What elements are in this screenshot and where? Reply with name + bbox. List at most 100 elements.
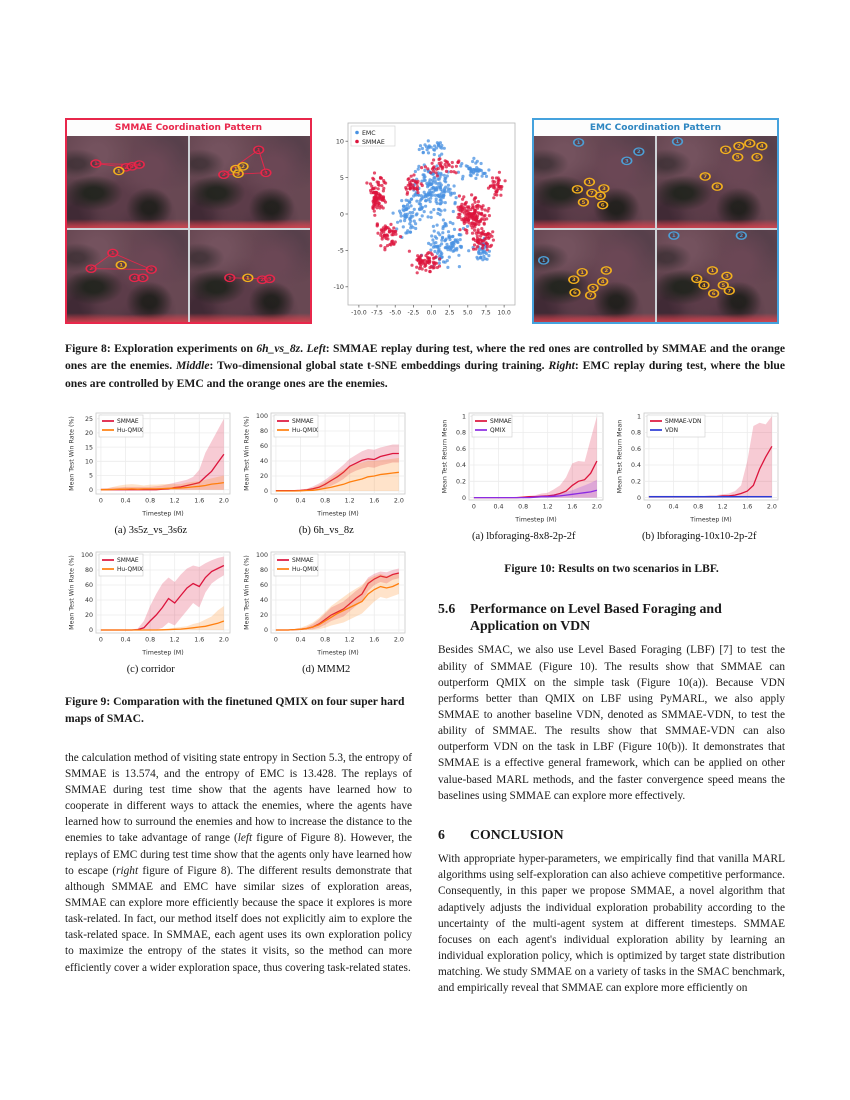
svg-text:Timestep (M): Timestep (M) <box>317 650 359 657</box>
svg-text:0.4: 0.4 <box>296 498 306 505</box>
svg-text:10.0: 10.0 <box>497 310 511 317</box>
svg-text:SMMAE: SMMAE <box>362 139 385 146</box>
svg-text:0.4: 0.4 <box>493 504 503 511</box>
svg-text:5: 5 <box>721 283 725 288</box>
svg-text:2: 2 <box>260 278 264 283</box>
svg-text:SMMAE: SMMAE <box>490 419 512 425</box>
svg-text:-7.5: -7.5 <box>371 310 383 317</box>
chart-corridor: 0 20 40 60 80 100 0 0.4 0.8 1.2 1.6 2.0 Timestep (M)… <box>68 551 231 657</box>
svg-text:Timestep (M): Timestep (M) <box>317 511 359 518</box>
svg-text:1: 1 <box>94 162 98 167</box>
svg-text:3: 3 <box>747 141 751 146</box>
svg-text:1: 1 <box>637 414 641 421</box>
section-number: 6 <box>438 826 445 842</box>
section-5-6-body: Besides SMAC, we also use Level Based Fo… <box>438 644 785 802</box>
svg-text:1: 1 <box>723 148 727 153</box>
svg-text:6: 6 <box>711 292 715 297</box>
svg-text:20: 20 <box>85 612 93 619</box>
svg-text:60: 60 <box>260 582 268 589</box>
smmae-pattern-title: SMMAE Coordination Pattern <box>67 120 310 136</box>
svg-text:0.8: 0.8 <box>145 637 155 644</box>
svg-text:-2.5: -2.5 <box>407 310 419 317</box>
svg-text:Hu-QMIX: Hu-QMIX <box>117 428 143 434</box>
subcaption-lbf-b: (b) lbforaging-10x10-2p-2f <box>641 531 757 543</box>
svg-text:Timestep (M): Timestep (M) <box>690 517 732 524</box>
chart-mmm2: 0 20 40 60 80 100 0 0.4 0.8 1.2 1.6 2.0 Timestep (M)… <box>244 551 406 657</box>
emc-pattern-title: EMC Coordination Pattern <box>534 120 777 136</box>
svg-text:2.0: 2.0 <box>592 504 602 511</box>
svg-text:SMMAE-VDN: SMMAE-VDN <box>665 419 701 425</box>
svg-text:10: 10 <box>336 138 344 146</box>
svg-text:0: 0 <box>462 495 466 502</box>
agent-markers-overlay: 12 3 41 <box>90 159 145 176</box>
svg-text:0.4: 0.4 <box>120 637 130 644</box>
svg-text:0.8: 0.8 <box>456 430 466 437</box>
svg-text:5: 5 <box>141 276 145 281</box>
agent-markers-overlay: 1 2 3 4 5 1 <box>85 248 158 283</box>
svg-text:2.0: 2.0 <box>394 637 404 644</box>
figure10-subplot-b: 0 0.2 0.4 0.6 0.8 1 0 0.4 0.8 1.2 1.6 2.0 Timestep (… <box>614 406 786 551</box>
figure9: 0 5 10 15 20 25 0 0.4 0.8 1.2 1.6 2.0 Timestep (M) Me… <box>65 406 412 684</box>
svg-text:-10: -10 <box>334 283 344 291</box>
emc-replay-screenshot: 1 2 3 4 5 6 7 1 <box>534 230 655 322</box>
svg-text:0.4: 0.4 <box>669 504 679 511</box>
svg-text:0.8: 0.8 <box>145 498 155 505</box>
svg-text:1.6: 1.6 <box>194 498 204 505</box>
emc-replay-screenshot: 1 2 3 4 5 6 7 1 2 <box>656 230 777 322</box>
svg-text:0.6: 0.6 <box>631 446 641 453</box>
figure10-caption: Figure 10: Results on two scenarios in L… <box>504 562 719 576</box>
svg-text:1.6: 1.6 <box>567 504 577 511</box>
svg-text:4: 4 <box>759 144 763 149</box>
subcaption-a: (a) 3s5z_vs_3s6z <box>114 525 188 537</box>
svg-text:1: 1 <box>462 414 466 421</box>
svg-text:3: 3 <box>572 278 576 283</box>
svg-text:-10.0: -10.0 <box>351 310 367 317</box>
figure10: 0 0.2 0.4 0.6 0.8 1 0 0.4 0.8 1.2 1.6 2.0 Timestep (… <box>438 406 785 551</box>
agent-markers-overlay: 1 2 3 4 5 6 7 8 1 <box>671 137 767 191</box>
svg-text:1: 1 <box>119 263 123 268</box>
svg-text:6: 6 <box>755 155 759 160</box>
svg-text:7: 7 <box>703 175 707 180</box>
svg-text:0.2: 0.2 <box>631 479 641 486</box>
svg-text:7: 7 <box>727 289 731 294</box>
svg-text:3: 3 <box>236 172 240 177</box>
svg-text:1.2: 1.2 <box>345 498 355 505</box>
figure9-subplot-a: 0 5 10 15 20 25 0 0.4 0.8 1.2 1.6 2.0 Timestep (M) Me… <box>65 406 237 545</box>
svg-text:100: 100 <box>256 413 268 420</box>
svg-text:40: 40 <box>260 458 268 465</box>
svg-text:2.5: 2.5 <box>445 310 455 317</box>
svg-text:0: 0 <box>340 210 344 218</box>
svg-text:0: 0 <box>264 488 268 495</box>
svg-text:1.6: 1.6 <box>194 637 204 644</box>
svg-text:7: 7 <box>589 293 593 298</box>
svg-text:4: 4 <box>137 163 141 168</box>
svg-text:2: 2 <box>737 144 741 149</box>
svg-text:SMMAE: SMMAE <box>292 558 314 564</box>
svg-text:1.2: 1.2 <box>169 498 179 505</box>
svg-text:1: 1 <box>245 276 249 281</box>
svg-text:1.2: 1.2 <box>718 504 728 511</box>
svg-text:1: 1 <box>542 258 546 263</box>
svg-text:25: 25 <box>85 416 93 423</box>
svg-text:2: 2 <box>89 267 93 272</box>
svg-text:2: 2 <box>694 277 698 282</box>
svg-text:0: 0 <box>99 637 103 644</box>
svg-text:100: 100 <box>81 552 93 559</box>
svg-text:SMMAE: SMMAE <box>117 419 139 425</box>
svg-text:4: 4 <box>598 194 602 199</box>
svg-text:0.4: 0.4 <box>296 637 306 644</box>
svg-text:0.6: 0.6 <box>456 446 466 453</box>
svg-text:7.5: 7.5 <box>481 310 491 317</box>
svg-text:1.6: 1.6 <box>370 498 380 505</box>
svg-text:0: 0 <box>264 627 268 634</box>
svg-text:3: 3 <box>263 171 267 176</box>
svg-text:1: 1 <box>587 180 591 185</box>
svg-text:2: 2 <box>124 165 128 170</box>
svg-text:Hu-QMIX: Hu-QMIX <box>292 428 318 434</box>
